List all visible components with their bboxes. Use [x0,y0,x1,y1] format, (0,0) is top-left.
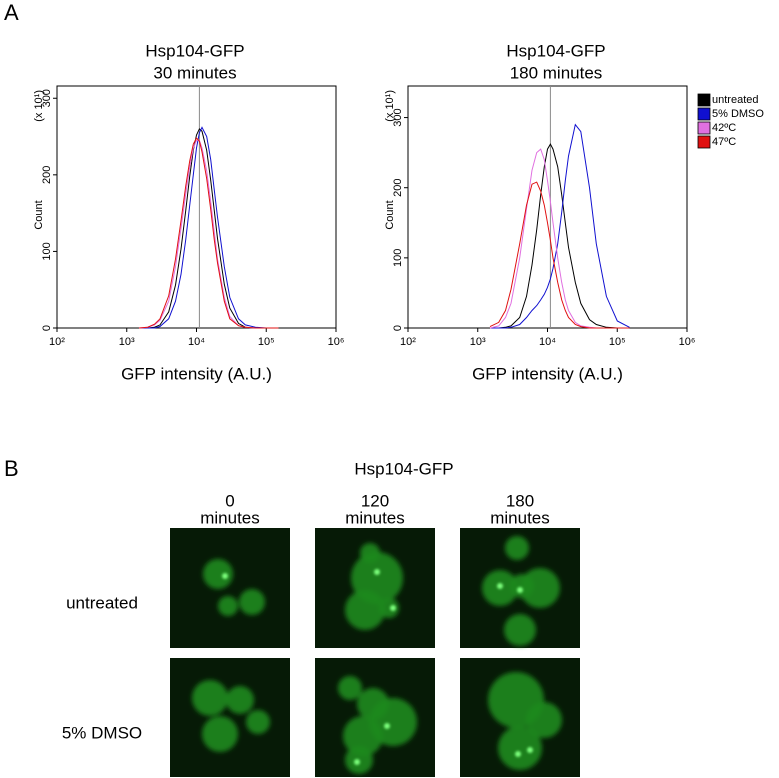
cell [246,710,270,734]
x-tick-label: 10⁴ [188,336,205,348]
legend-swatch [697,135,711,149]
foci [374,569,380,575]
foci [354,759,360,765]
y-tick-label: 0 [41,325,53,331]
chart-title: Hsp104-GFP [506,41,605,60]
x-tick-label: 10³ [470,336,486,348]
micrograph [315,658,435,777]
chart-subtitle: 180 minutes [510,63,603,82]
histogram-line [489,148,630,329]
cell [379,598,399,618]
histogram-line [490,143,630,329]
row-label: 5% DMSO [62,723,142,742]
micrograph [460,528,580,648]
cell [504,614,536,646]
y-tick-label: 200 [41,166,53,184]
cell [203,559,233,589]
micrograph [460,658,580,777]
cell [526,702,562,738]
row-label: untreated [66,593,138,612]
foci [497,583,503,589]
foci [384,723,390,729]
x-axis-label: GFP intensity (A.U.) [472,364,623,383]
x-tick-label: 10³ [119,336,135,348]
column-heading: 0 [225,491,234,510]
histogram-line [139,126,279,329]
cells [345,543,403,630]
legend-swatch [697,93,711,107]
y-axis-unit: (x 10¹) [384,90,396,122]
micrograph [315,528,435,648]
foci [517,587,523,593]
cells [488,672,562,770]
cells [192,680,270,752]
image-background [170,658,290,777]
cell [498,726,542,770]
legend-label: untreated [712,94,758,106]
foci [515,751,521,757]
panel-title: Hsp104-GFP [354,459,453,478]
histogram-line [138,137,279,329]
foci [390,605,396,611]
column-heading: 180 [506,491,534,510]
x-tick-label: 10² [49,336,65,348]
x-tick-label: 10⁵ [609,336,626,348]
legend-swatch [697,121,711,135]
cell [192,680,228,716]
histogram-line [490,123,630,329]
column-heading: minutes [345,508,405,527]
legend-swatch [697,107,711,121]
x-axis-label: GFP intensity (A.U.) [121,364,272,383]
plot-frame [407,85,688,329]
panel-label: B [4,456,19,481]
column-heading: minutes [200,508,260,527]
y-tick-label: 0 [392,325,404,331]
legend-label: 5% DMSO [712,108,764,120]
y-axis-label: Count [384,200,396,229]
cell [510,574,534,598]
cell [239,589,265,615]
x-tick-label: 10⁶ [328,336,345,348]
cell [343,716,383,756]
image-background [170,528,290,648]
panel-label: A [4,0,19,25]
micrograph [170,528,290,648]
x-tick-label: 10⁶ [679,336,696,348]
y-tick-label: 100 [41,242,53,260]
cell [505,536,529,560]
foci [222,573,228,579]
plot-frame [56,85,337,329]
x-tick-label: 10⁴ [539,336,556,348]
cells [203,559,265,616]
column-heading: 120 [361,491,389,510]
histogram-line [139,128,279,329]
cell [218,596,238,616]
chart-title: Hsp104-GFP [145,41,244,60]
column-heading: minutes [490,508,550,527]
foci [527,747,533,753]
micrograph [170,658,290,777]
cells [338,676,417,774]
legend-label: 42ºC [712,122,736,134]
legend-label: 47ºC [712,136,736,148]
x-tick-label: 10⁵ [258,336,275,348]
cell [345,590,385,630]
y-tick-label: 300 [392,108,404,126]
chart-subtitle: 30 minutes [153,63,236,82]
cell [360,543,380,563]
y-tick-label: 300 [41,89,53,107]
cell [226,686,254,714]
y-tick-label: 200 [392,179,404,197]
cell [338,676,362,700]
histogram-line [489,181,630,329]
y-axis-unit: (x 10¹) [33,90,45,122]
x-tick-label: 10² [400,336,416,348]
y-tick-label: 100 [392,249,404,267]
cell [202,716,238,752]
y-axis-label: Count [33,200,45,229]
